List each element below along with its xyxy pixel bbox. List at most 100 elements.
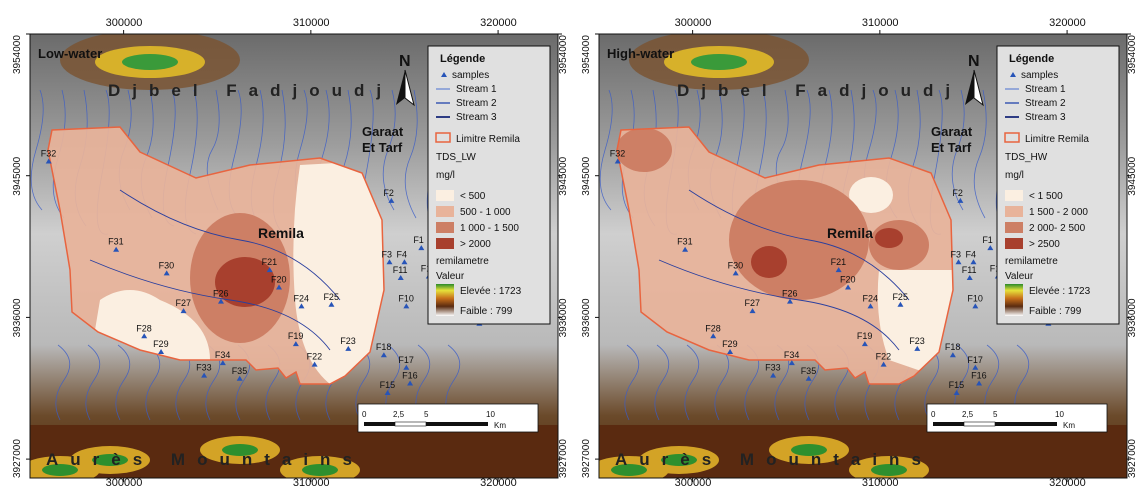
stream-2-line [89, 259, 331, 351]
basin-boundary [47, 126, 385, 385]
sample-marker [266, 267, 273, 273]
sample-marker [710, 333, 717, 339]
legend-unit-label: mg/l [1005, 170, 1024, 181]
sample-label: F19 [857, 331, 873, 341]
legend-stream-label: Stream 1 [456, 84, 497, 95]
scale-tick-label: 2,5 [962, 410, 974, 419]
sample-label: F20 [271, 274, 287, 284]
scale-segment [933, 422, 964, 426]
sample-marker [180, 308, 187, 314]
sample-marker [388, 197, 395, 203]
stream-line [684, 344, 700, 421]
legend-unit-label: mg/l [436, 170, 455, 181]
region-label-north: Djbel Fadjoudj [677, 81, 962, 100]
garaat-label-line2: Et Tarf [362, 140, 403, 155]
y-tick-label-left: 3945000 [12, 156, 23, 195]
sample-label: F17 [967, 355, 983, 365]
sample-marker [770, 372, 777, 378]
scale-segment [995, 422, 1057, 426]
legend-dem-valeur: Valeur [436, 271, 465, 282]
sample-marker [158, 349, 165, 355]
north-label: N [399, 53, 411, 70]
y-tick-label-left: 3936000 [12, 298, 23, 337]
sample-label: F32 [41, 149, 57, 159]
sample-label: F16 [402, 371, 418, 381]
sample-label: F34 [215, 350, 231, 360]
sample-marker [976, 380, 983, 386]
sample-label: F10 [398, 293, 414, 303]
legend-class-swatch [1005, 222, 1023, 233]
legend-dem-high: Elevée : 1723 [1029, 286, 1091, 297]
north-arrow-icon: N [965, 53, 984, 107]
region-label-north: Djbel Fadjoudj [108, 81, 393, 100]
sample-marker [384, 389, 391, 395]
sample-label: F11 [393, 265, 408, 275]
sample-marker [386, 259, 393, 265]
stream-line [30, 89, 44, 211]
legend-class-label: 500 - 1 000 [460, 207, 511, 218]
high-water-map-panel: F32F2F1F3F4F11F13F9F6F8F5F10F31F30F21F20… [569, 0, 1137, 488]
scale-tick-label: 10 [486, 410, 495, 419]
sample-marker [786, 298, 793, 304]
sample-marker [970, 259, 977, 265]
x-tick-label-bottom: 320000 [480, 477, 517, 488]
x-tick-label-bottom: 310000 [293, 477, 330, 488]
legend-dem-valeur: Valeur [1005, 271, 1034, 282]
sample-marker [236, 375, 243, 381]
sample-label: F31 [108, 237, 124, 247]
map-frame-border [29, 33, 559, 479]
low-water-map-panel: F32F2F1F3F4F11F13F9F6F8F5F10F31F30F21F20… [0, 0, 568, 488]
legend-dem-title: remilametre [1005, 256, 1058, 267]
scale-segment [364, 422, 395, 426]
sample-label: F11 [962, 265, 977, 275]
north-label: N [968, 53, 980, 70]
sample-label: F21 [262, 257, 278, 267]
sample-marker [966, 275, 973, 281]
basin-streams [89, 189, 341, 351]
scale-bar: 0 2,5 5 10 Km [357, 403, 539, 433]
scale-bar-box [926, 403, 1108, 433]
legend-dem-title: remilametre [436, 256, 489, 267]
legend-class-swatch [1005, 206, 1023, 217]
north-arrow-right [973, 69, 984, 107]
sample-label: F35 [801, 366, 817, 376]
y-tick-label-left: 3936000 [581, 298, 592, 337]
y-tick-label-left: 3927000 [581, 439, 592, 478]
sample-label: F21 [831, 257, 847, 267]
stream-line [951, 89, 965, 211]
sample-label: F3 [381, 249, 392, 259]
region-label-south: Aurès Mountains [46, 450, 364, 469]
basin-streams [658, 189, 910, 351]
stream-line [85, 344, 101, 421]
scale-tick-label: 2,5 [393, 410, 405, 419]
legend-class-swatch [436, 222, 454, 233]
legend-dem-ramp [1005, 284, 1023, 316]
sample-label: F29 [722, 339, 738, 349]
stream-2-line [658, 259, 900, 351]
sample-marker [614, 158, 621, 164]
sample-label: F25 [323, 292, 339, 302]
sample-label: F33 [765, 363, 781, 373]
sample-label: F25 [892, 292, 908, 302]
town-label: Remila [827, 225, 873, 241]
legend: Légende samples Stream 1 Stream 2 Stream 3 Li… [996, 45, 1120, 325]
scale-unit-label: Km [494, 421, 506, 430]
sample-marker [867, 303, 874, 309]
sample-marker [972, 303, 979, 309]
sample-label: F4 [396, 249, 407, 259]
scale-segment [963, 421, 996, 427]
sample-label: F1 [413, 235, 424, 245]
sample-marker [407, 380, 414, 386]
legend-limit-label: Limitre Remila [456, 134, 520, 145]
x-tick-label-top: 300000 [675, 17, 712, 29]
southern-relief-high [661, 454, 697, 466]
legend-class-label: > 2500 [1029, 239, 1060, 250]
zone-class-1 [293, 160, 384, 384]
southern-relief-high [42, 464, 78, 476]
northern-relief-high [122, 54, 178, 70]
scale-bar-box [357, 403, 539, 433]
town-label: Remila [258, 225, 304, 241]
sample-marker [201, 372, 208, 378]
sample-marker [957, 197, 964, 203]
sample-marker [380, 352, 387, 358]
